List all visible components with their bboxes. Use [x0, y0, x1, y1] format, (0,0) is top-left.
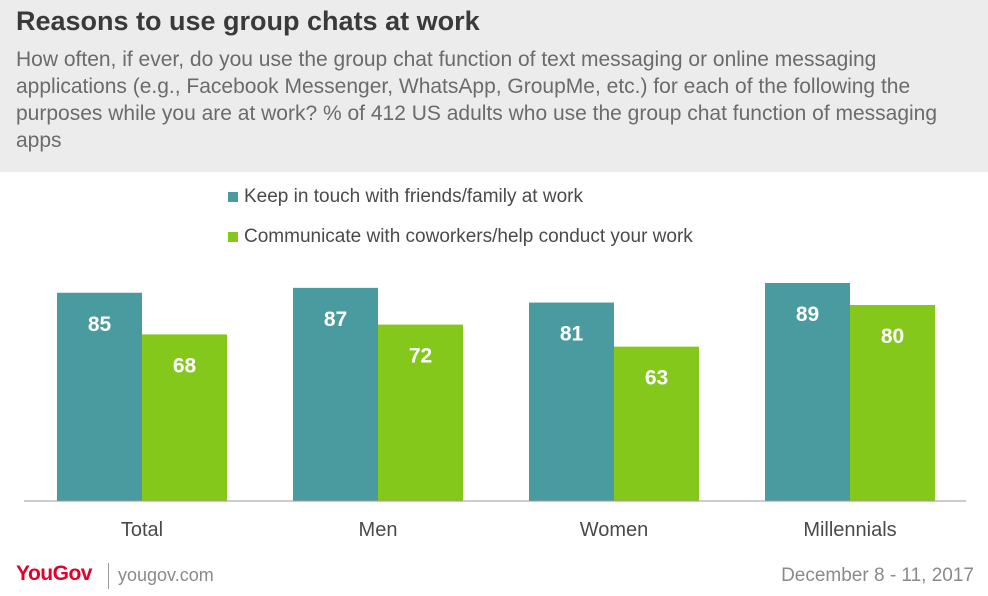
bar-value-label-series-2-men: 72	[409, 345, 432, 368]
bar-series-2-millennials	[850, 305, 935, 501]
bar-series-1-women	[529, 302, 614, 501]
legend-label-series-1: Keep in touch with friends/family at wor…	[244, 186, 583, 207]
bar-value-label-series-1-men: 87	[324, 308, 347, 331]
bar-value-label-series-1-total: 85	[88, 313, 112, 336]
legend-label-series-2: Communicate with coworkers/help conduct …	[244, 226, 693, 247]
footer-url: yougov.com	[118, 565, 214, 585]
bar-series-1-men	[293, 287, 378, 501]
bar-value-label-series-2-total: 68	[173, 354, 197, 377]
footer-separator	[108, 563, 109, 589]
bar-value-label-series-1-millennials: 89	[796, 303, 819, 326]
bar-series-2-total	[142, 334, 227, 501]
bar-value-label-series-1-women: 81	[560, 323, 584, 346]
bar-value-label-series-2-millennials: 80	[881, 325, 904, 348]
category-label-men: Men	[359, 519, 398, 541]
legend: Keep in touch with friends/family at wor…	[228, 186, 693, 266]
legend-swatch-series-1	[228, 192, 238, 202]
bar-series-2-men	[378, 324, 463, 501]
category-label-millennials: Millennials	[803, 519, 896, 541]
bar-value-label-series-2-women: 63	[645, 367, 668, 390]
bar-series-1-total	[57, 292, 142, 501]
bar-series-1-millennials	[765, 282, 850, 501]
category-label-total: Total	[121, 519, 163, 541]
category-label-women: Women	[580, 519, 649, 541]
header-panel: Reasons to use group chats at work How o…	[0, 0, 988, 172]
chart-title: Reasons to use group chats at work	[16, 6, 480, 36]
legend-item-series-2: Communicate with coworkers/help conduct …	[228, 226, 693, 248]
footer-date: December 8 - 11, 2017	[781, 565, 974, 586]
bar-series-2-women	[614, 346, 699, 501]
yougov-logo: YouGov	[16, 562, 92, 585]
legend-item-series-1: Keep in touch with friends/family at wor…	[228, 186, 693, 208]
legend-swatch-series-2	[228, 232, 238, 242]
chart-subtitle: How often, if ever, do you use the group…	[16, 48, 938, 152]
